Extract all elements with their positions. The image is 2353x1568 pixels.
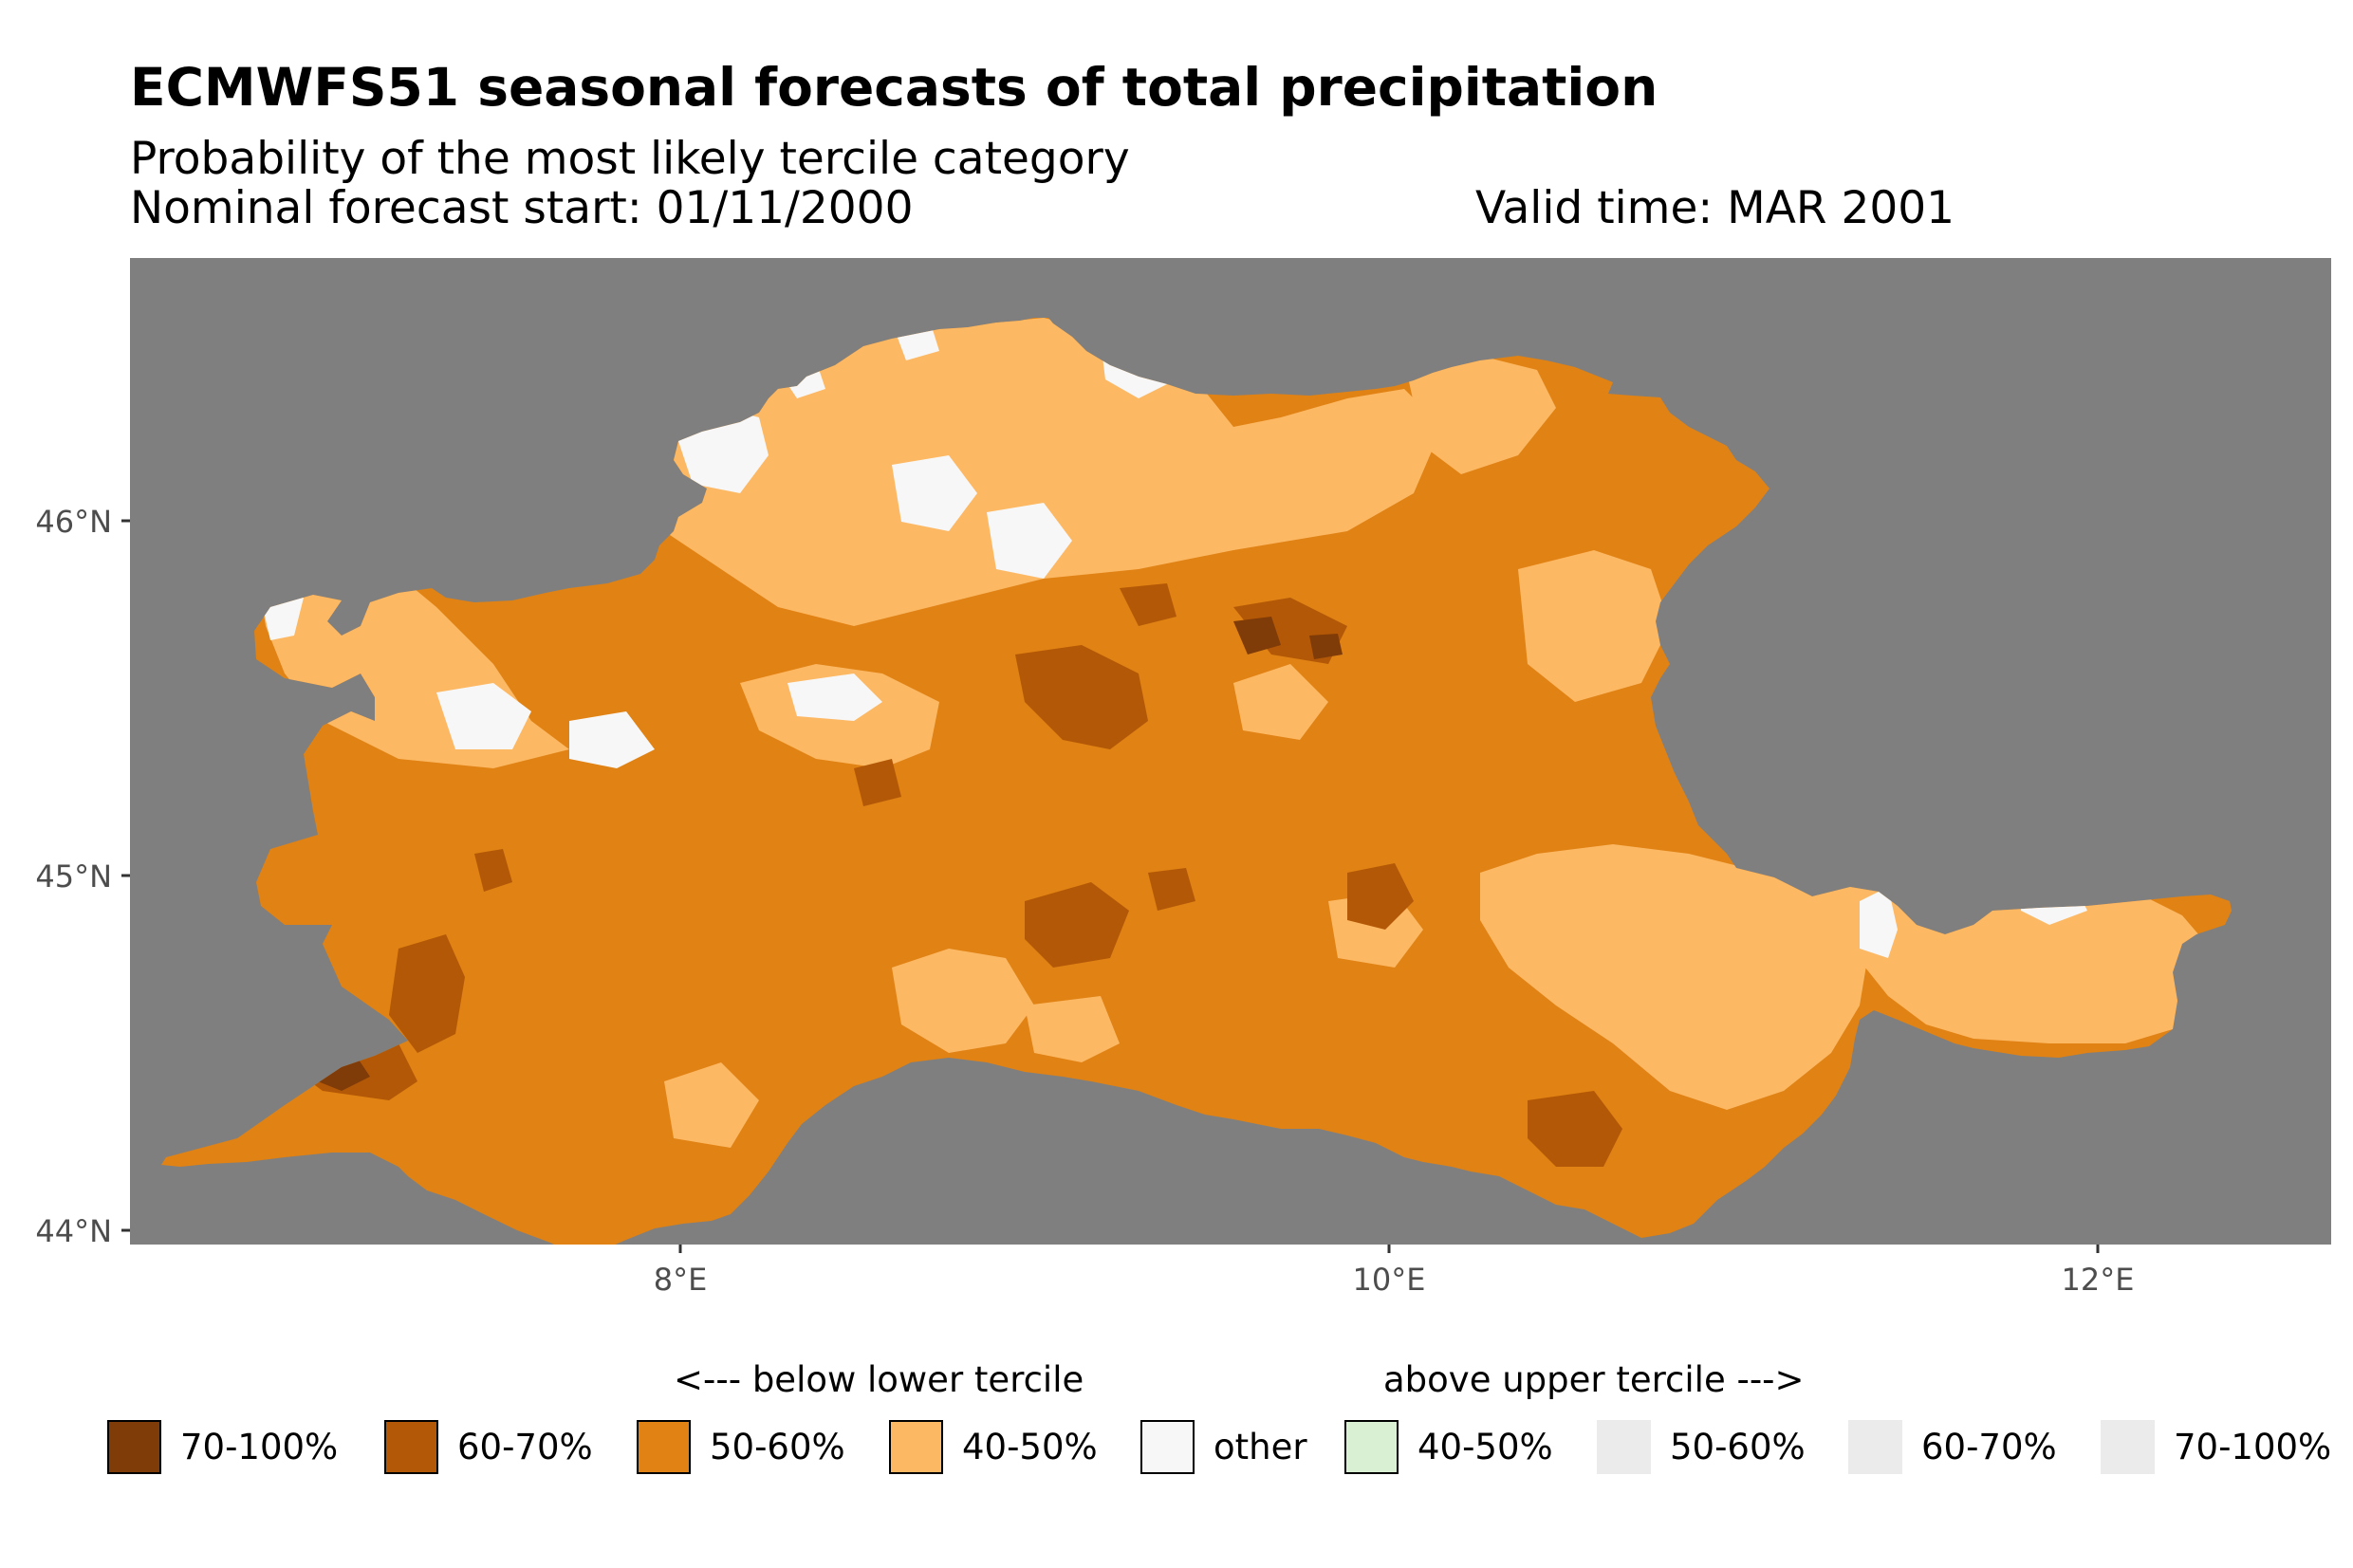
category-40-50-patch bbox=[1480, 844, 1869, 1110]
legend-label: 60-70% bbox=[1921, 1426, 2057, 1467]
category-40-50-patch bbox=[1518, 550, 1670, 702]
legend-item: 70-100% bbox=[2101, 1418, 2331, 1475]
legend-swatch bbox=[889, 1419, 943, 1474]
category-70-100-patch bbox=[1233, 617, 1281, 655]
x-axis: 8°E 10°E 12°E bbox=[654, 1245, 2135, 1298]
category-60-70-patch bbox=[1120, 583, 1176, 626]
category-40-50-patch bbox=[1025, 996, 1120, 1062]
legend-label: 50-60% bbox=[710, 1426, 845, 1467]
legend-item: 60-70% bbox=[1848, 1418, 2057, 1475]
map-subtitle: Probability of the most likely tercile c… bbox=[130, 133, 1130, 185]
legend-label: 70-100% bbox=[2174, 1426, 2332, 1467]
legend-label: 50-60% bbox=[1670, 1426, 1806, 1467]
legend-item: other bbox=[1140, 1418, 1307, 1475]
legend-label: 40-50% bbox=[1417, 1426, 1553, 1467]
category-40-50-patch bbox=[1233, 664, 1328, 740]
legend-swatch bbox=[384, 1419, 438, 1474]
legend-swatch bbox=[637, 1419, 691, 1474]
category-60-70-patch bbox=[1347, 863, 1414, 930]
legend-label: 70-100% bbox=[180, 1426, 339, 1467]
legend-item: 40-50% bbox=[1344, 1418, 1553, 1475]
category-60-70-patch bbox=[474, 849, 512, 892]
legend-label: other bbox=[1214, 1426, 1307, 1467]
x-tick-label-10: 10°E bbox=[1353, 1262, 1426, 1298]
category-60-70-patch bbox=[1015, 645, 1148, 749]
legend-below-heading: <--- below lower tercile bbox=[674, 1359, 1084, 1400]
legend-swatch bbox=[1344, 1419, 1399, 1474]
legend-swatch bbox=[1848, 1419, 1902, 1474]
legend-swatch bbox=[1597, 1419, 1651, 1474]
category-60-70-patch bbox=[1025, 882, 1129, 968]
category-40-50-patch bbox=[664, 1062, 759, 1148]
category-other-patch bbox=[987, 503, 1072, 579]
legend-swatch bbox=[1140, 1419, 1195, 1474]
category-60-70-patch bbox=[1148, 868, 1195, 911]
legend: 70-100% 60-70% 50-60% 40-50% other 40-50… bbox=[0, 1418, 2353, 1485]
category-60-70-patch bbox=[854, 759, 901, 806]
x-tick-label-12: 12°E bbox=[2062, 1262, 2135, 1298]
category-other-patch bbox=[1860, 887, 1898, 958]
forecast-start-label: Nominal forecast start: 01/11/2000 bbox=[130, 182, 914, 234]
category-other-patch bbox=[892, 455, 977, 531]
category-40-50-patch bbox=[1803, 873, 2211, 1043]
legend-item: 70-100% bbox=[107, 1418, 338, 1475]
legend-swatch bbox=[107, 1419, 161, 1474]
legend-item: 40-50% bbox=[889, 1418, 1098, 1475]
category-other-patch bbox=[787, 673, 882, 721]
y-tick-label-44: 44°N bbox=[35, 1213, 112, 1249]
category-40-50-patch bbox=[892, 949, 1034, 1053]
legend-item: 60-70% bbox=[384, 1418, 593, 1475]
legend-item: 50-60% bbox=[1597, 1418, 1806, 1475]
category-70-100-patch bbox=[1309, 634, 1343, 659]
category-other-patch bbox=[436, 683, 531, 749]
y-tick-label-45: 45°N bbox=[35, 858, 112, 895]
legend-label: 40-50% bbox=[962, 1426, 1098, 1467]
valid-time-label: Valid time: MAR 2001 bbox=[1475, 182, 1955, 234]
map-title: ECMWFS51 seasonal forecasts of total pre… bbox=[130, 57, 1658, 118]
legend-swatch bbox=[2101, 1419, 2155, 1474]
legend-item: 50-60% bbox=[637, 1418, 845, 1475]
category-60-70-patch bbox=[389, 934, 465, 1053]
category-60-70-patch bbox=[1528, 1091, 1622, 1167]
legend-above-heading: above upper tercile ---> bbox=[1383, 1359, 1805, 1400]
category-other-patch bbox=[569, 711, 655, 768]
y-axis: 46°N 45°N 44°N bbox=[35, 504, 130, 1249]
x-tick-label-8: 8°E bbox=[654, 1262, 708, 1298]
y-tick-label-46: 46°N bbox=[35, 504, 112, 540]
category-40-50-patch bbox=[1404, 356, 1556, 474]
legend-label: 60-70% bbox=[457, 1426, 593, 1467]
